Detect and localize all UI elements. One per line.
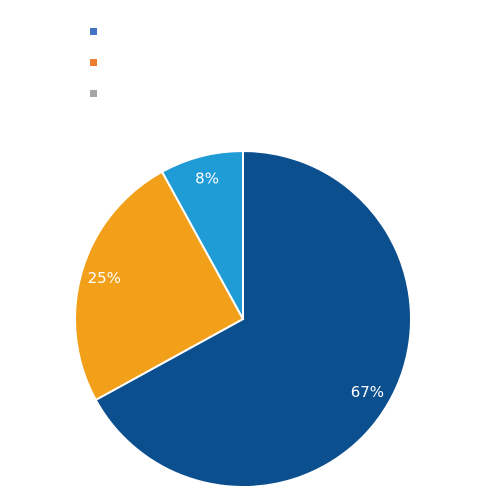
- data-label: 67%: [351, 383, 384, 401]
- data-label: 8%: [195, 170, 219, 188]
- legend-marker: [90, 59, 97, 66]
- pie-slice: [94, 149, 412, 488]
- pie-slice: [74, 170, 245, 402]
- legend-marker: [90, 90, 97, 97]
- pie-slice: [160, 149, 244, 320]
- legend-marker: [90, 28, 97, 35]
- data-label: 25%: [88, 269, 121, 287]
